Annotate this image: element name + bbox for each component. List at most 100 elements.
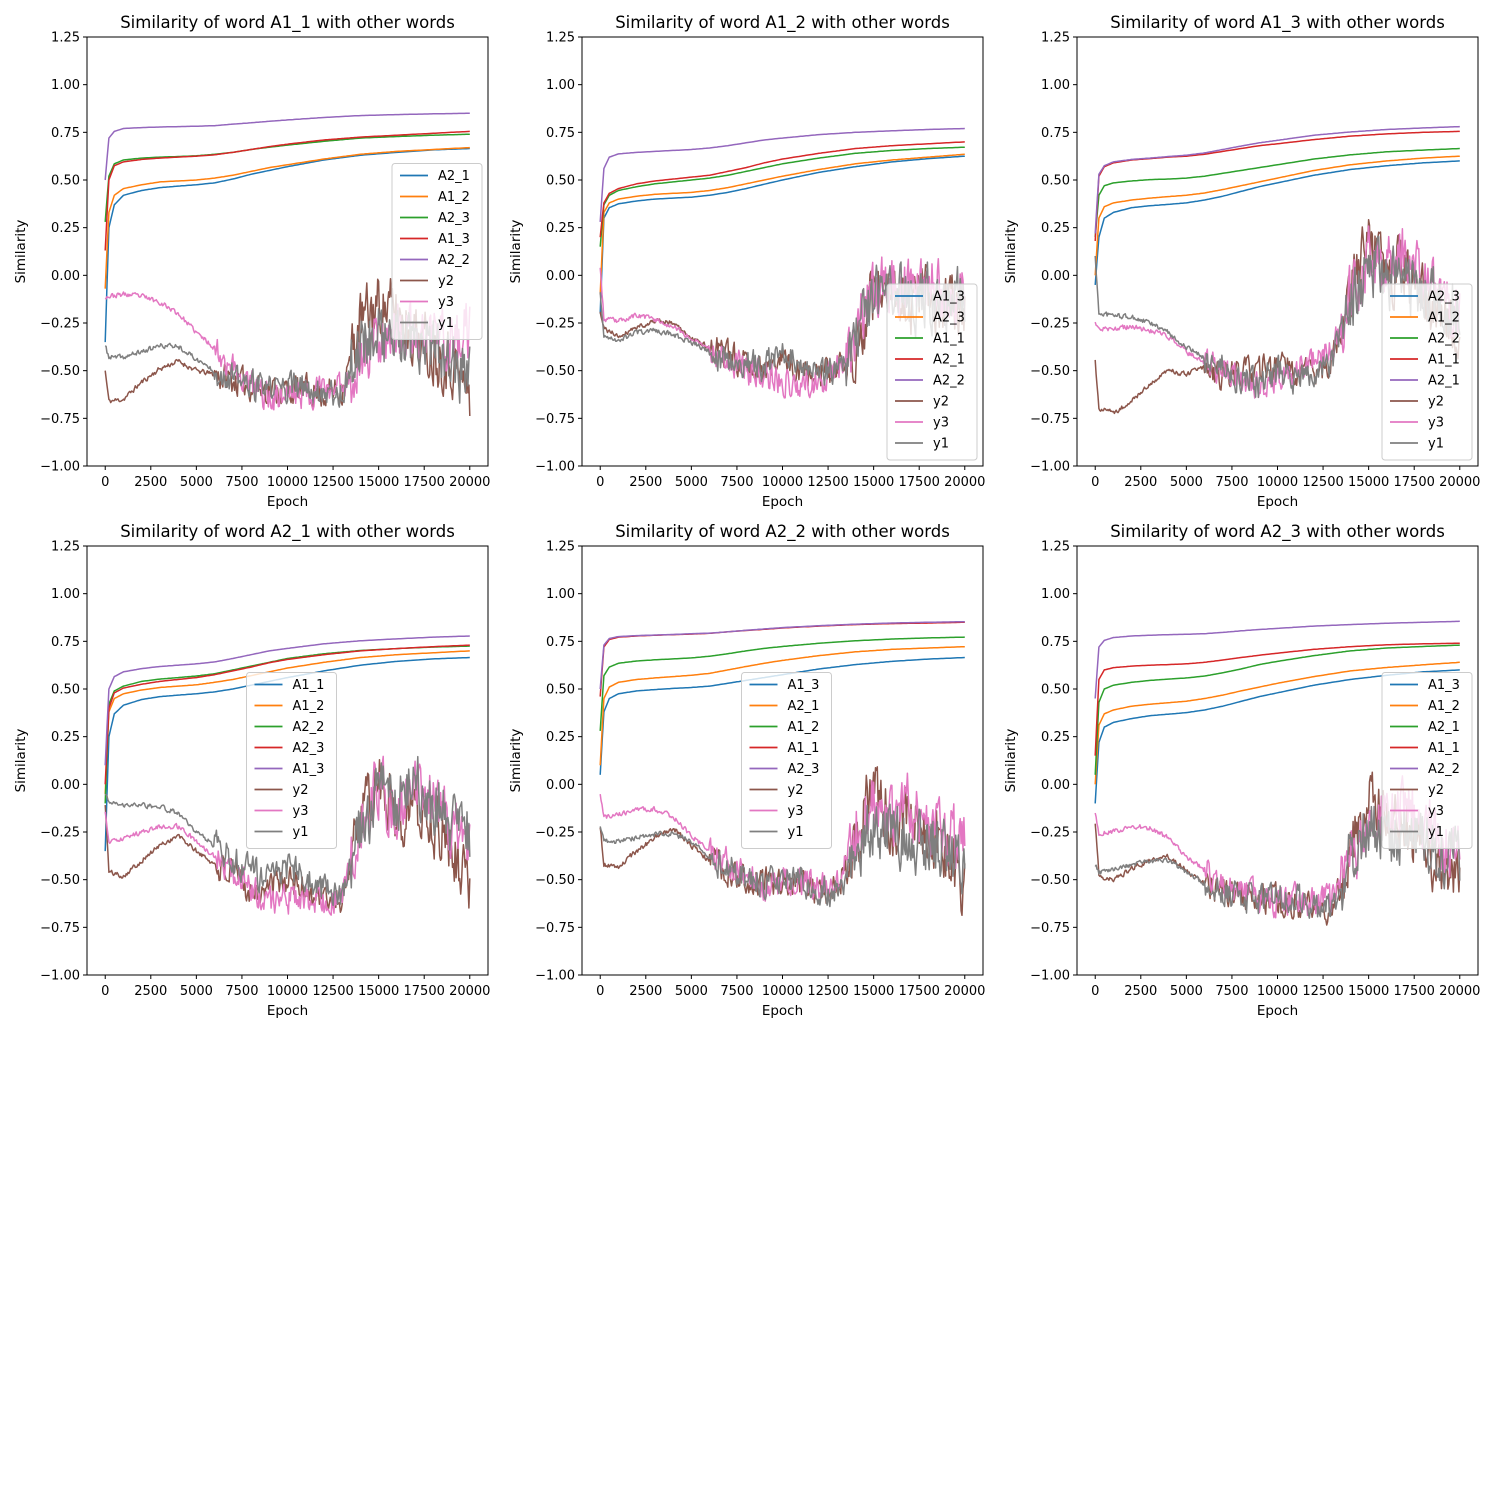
- y-axis-label: Similarity: [508, 729, 524, 793]
- legend: A1_3 A2_3 A1_1 A2_1 A2_2 y2 y3 y1: [886, 283, 978, 461]
- x-tick-label: 10000: [762, 984, 803, 999]
- legend-label: A1_3: [788, 678, 820, 693]
- legend-label: y3: [438, 295, 454, 310]
- legend-label: A1_3: [438, 232, 470, 247]
- legend-label: A2_3: [788, 762, 820, 777]
- legend-label: A2_1: [1428, 374, 1460, 389]
- y-axis-label: Similarity: [1003, 729, 1019, 793]
- y-tick-label: 0.25: [546, 221, 575, 236]
- chart-title: Similarity of word A1_2 with other words: [615, 13, 950, 33]
- y-tick-label: 0.00: [51, 778, 80, 793]
- y-tick-label: −0.50: [40, 364, 80, 379]
- y-tick-label: 0.75: [546, 126, 575, 141]
- legend-label: y1: [1428, 437, 1444, 452]
- series-line-A2_3: [104, 133, 470, 222]
- x-tick-label: 10000: [762, 475, 803, 490]
- series-line-A2_1: [104, 147, 470, 343]
- x-tick-label: 17500: [404, 475, 445, 490]
- x-tick-label: 5000: [180, 475, 213, 490]
- x-tick-label: 5000: [1170, 984, 1203, 999]
- y-tick-label: −0.75: [535, 412, 575, 427]
- series-line-y3: [599, 772, 966, 902]
- y-tick-label: −1.00: [40, 969, 80, 984]
- x-tick-label: 5000: [1170, 475, 1203, 490]
- x-tick-label: 7500: [225, 984, 258, 999]
- legend-label: A1_1: [293, 678, 325, 693]
- legend-box: [886, 283, 978, 461]
- y-tick-label: 1.00: [546, 78, 575, 93]
- y-tick-label: 0.50: [1041, 174, 1070, 189]
- axes-frame: [86, 36, 489, 467]
- x-tick-label: 0: [1091, 984, 1099, 999]
- y-axis-label: Similarity: [13, 220, 29, 284]
- legend-label: A2_1: [438, 169, 470, 184]
- y-tick-label: −0.25: [535, 317, 575, 332]
- y-tick-label: 1.00: [51, 78, 80, 93]
- legend-label: y1: [933, 437, 949, 452]
- legend-label: A2_2: [1428, 332, 1460, 347]
- chart-title: Similarity of word A2_1 with other words: [120, 522, 455, 542]
- series-line-A2_3: [1094, 160, 1460, 285]
- y-tick-label: −1.00: [535, 460, 575, 475]
- subplot-4: Similarity of word A2_1 with other words…: [13, 522, 490, 1019]
- series-line-A2_2: [104, 112, 470, 181]
- x-tick-label: 20000: [449, 475, 490, 490]
- y-tick-label: −0.25: [1030, 826, 1070, 841]
- y-tick-label: −1.00: [40, 460, 80, 475]
- legend: A1_1 A1_2 A2_2 A2_3 A1_3 y2 y3 y1: [246, 672, 337, 849]
- axes-frame: [581, 36, 984, 467]
- y-tick-label: −0.25: [535, 826, 575, 841]
- x-tick-label: 2500: [1124, 984, 1157, 999]
- series-line-y1: [104, 755, 471, 907]
- x-tick-label: 5000: [180, 984, 213, 999]
- legend-box: [741, 672, 832, 849]
- y-tick-label: −0.25: [1030, 317, 1070, 332]
- x-tick-label: 20000: [944, 984, 985, 999]
- chart-title: Similarity of word A1_1 with other words: [120, 13, 455, 33]
- legend-label: y2: [293, 783, 309, 798]
- x-tick-label: 12500: [807, 475, 848, 490]
- series-line-A2_3: [104, 644, 470, 785]
- x-axis-label: Epoch: [762, 1003, 803, 1019]
- legend-label: A1_1: [1428, 741, 1460, 756]
- series-group: [1094, 125, 1461, 415]
- x-tick-label: 20000: [1439, 475, 1480, 490]
- legend-label: A2_2: [1428, 762, 1460, 777]
- y-tick-label: 1.00: [1041, 587, 1070, 602]
- x-tick-label: 12500: [807, 984, 848, 999]
- y-tick-label: −0.25: [40, 317, 80, 332]
- x-tick-label: 7500: [1215, 984, 1248, 999]
- x-tick-label: 17500: [899, 984, 940, 999]
- subplot-6: Similarity of word A2_3 with other words…: [1003, 522, 1480, 1019]
- legend-label: A2_3: [933, 311, 965, 326]
- x-tick-label: 12500: [1302, 475, 1343, 490]
- legend-label: A2_2: [933, 374, 965, 389]
- y-tick-label: 1.25: [51, 31, 80, 46]
- legend-label: A1_2: [293, 699, 325, 714]
- axes-frame: [1076, 545, 1479, 976]
- legend-label: A1_3: [1428, 678, 1460, 693]
- series-group: [104, 635, 471, 916]
- y-tick-label: −0.50: [1030, 364, 1070, 379]
- y-tick-label: 1.00: [51, 587, 80, 602]
- series-line-A2_2: [1094, 620, 1460, 699]
- x-axis-label: Epoch: [1257, 494, 1298, 510]
- y-tick-label: 0.25: [1041, 221, 1070, 236]
- series-line-A1_3: [104, 635, 470, 766]
- y-tick-label: 0.00: [1041, 778, 1070, 793]
- y-tick-label: −1.00: [1030, 460, 1070, 475]
- legend-label: y3: [933, 416, 949, 431]
- legend-label: y2: [933, 395, 949, 410]
- x-tick-label: 5000: [675, 984, 708, 999]
- series-line-A1_1: [1094, 642, 1460, 756]
- subplot-5: Similarity of word A2_2 with other words…: [508, 522, 985, 1019]
- x-tick-label: 17500: [1394, 984, 1435, 999]
- y-tick-label: 0.50: [1041, 683, 1070, 698]
- legend-label: A1_1: [933, 332, 965, 347]
- x-axis-label: Epoch: [267, 494, 308, 510]
- subplot-1: Similarity of word A1_1 with other words…: [13, 13, 490, 510]
- series-line-A1_1: [1094, 130, 1460, 242]
- legend-label: y3: [293, 804, 309, 819]
- series-line-A1_3: [104, 130, 470, 251]
- legend-label: A1_2: [1428, 699, 1460, 714]
